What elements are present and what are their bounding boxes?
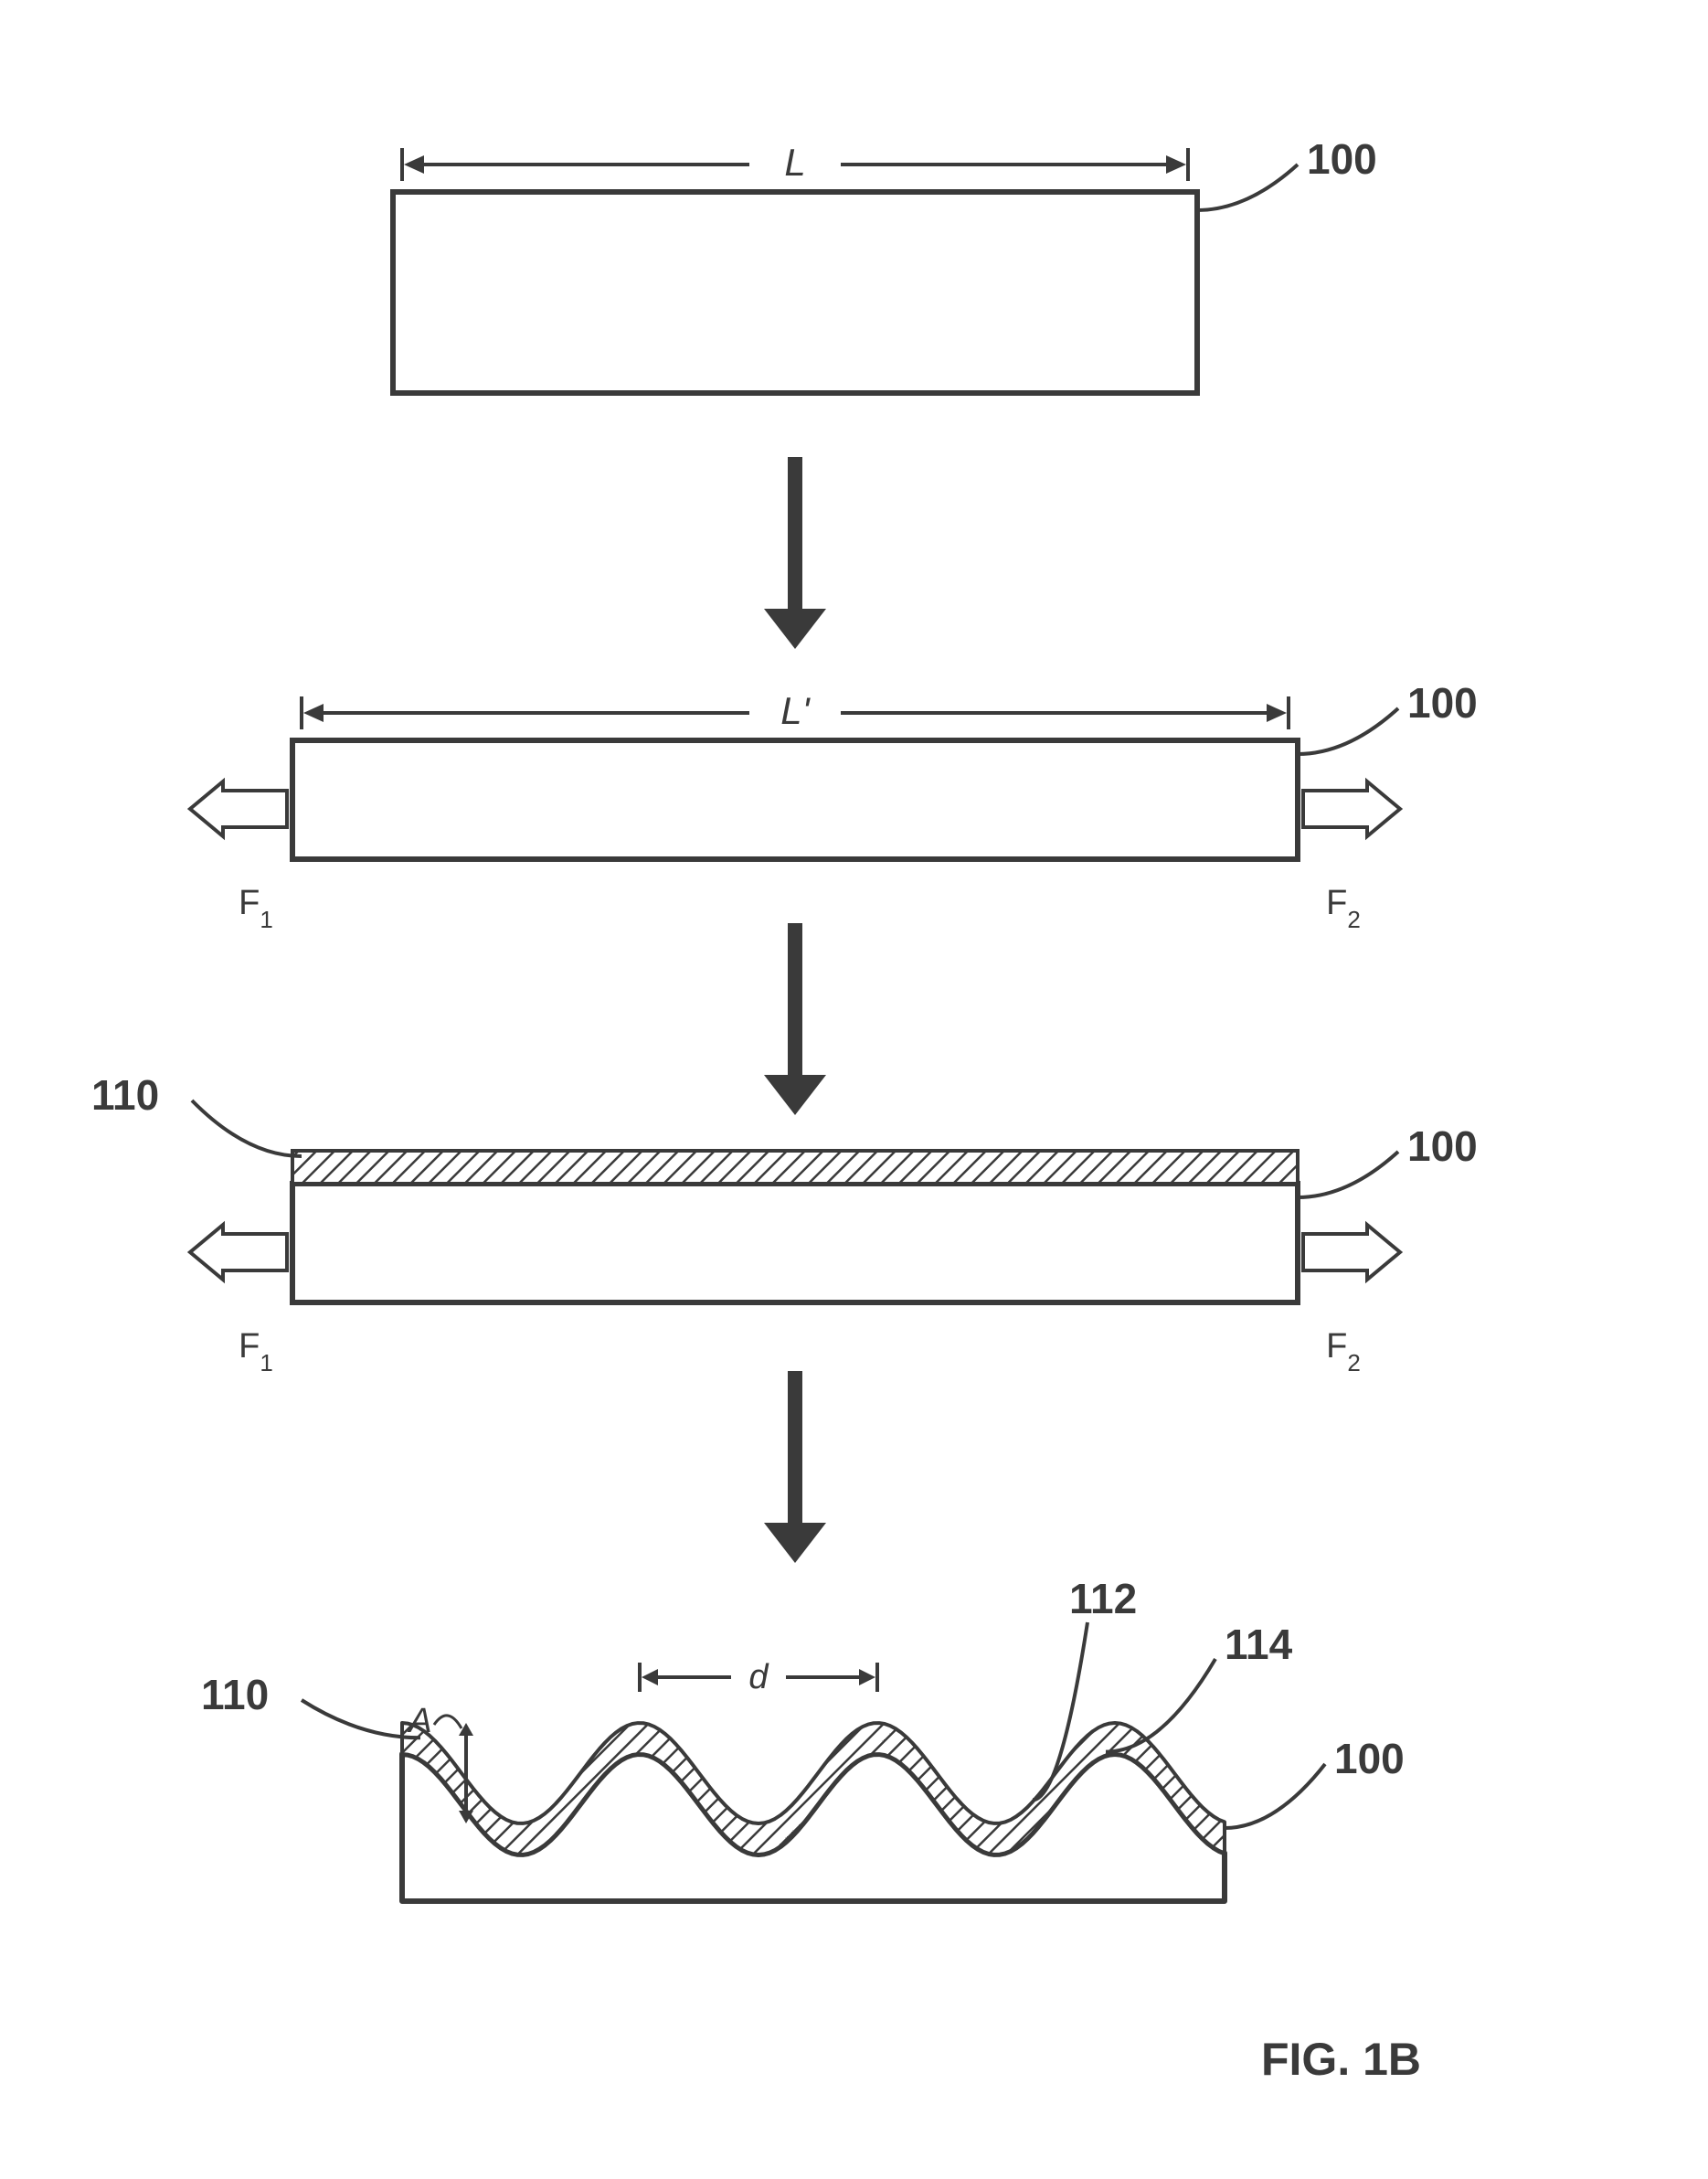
- svg-text:L': L': [780, 689, 811, 732]
- svg-text:100: 100: [1407, 679, 1478, 727]
- stage-4: Ad 110 112 114 100: [201, 1575, 1405, 1901]
- svg-text:F2: F2: [1326, 1327, 1361, 1376]
- svg-text:F2: F2: [1326, 884, 1361, 933]
- svg-text:110: 110: [201, 1671, 269, 1718]
- figure-label: FIG. 1B: [1261, 2034, 1421, 2085]
- svg-text:A: A: [407, 1702, 431, 1740]
- stage-3: 110 100 F1 F2: [91, 1071, 1478, 1376]
- svg-text:110: 110: [91, 1071, 159, 1119]
- svg-text:100: 100: [1334, 1735, 1405, 1782]
- stage-1: L 100: [393, 135, 1377, 393]
- stage-2: L' 100 F1 F2: [190, 679, 1478, 933]
- svg-text:d: d: [748, 1658, 769, 1696]
- svg-text:114: 114: [1225, 1621, 1293, 1668]
- svg-text:F1: F1: [239, 1327, 273, 1376]
- svg-text:112: 112: [1069, 1575, 1137, 1622]
- svg-text:F1: F1: [239, 884, 273, 933]
- svg-text:L: L: [784, 141, 805, 184]
- figure-canvas: L 100 L' 100 F1 F2 110 100 F1 F2 Ad 110 112 114 100 FIG…: [0, 0, 1708, 2179]
- svg-text:100: 100: [1407, 1122, 1478, 1170]
- diagram-svg: L 100 L' 100 F1 F2 110 100 F1 F2 Ad 110 112 114 100 FIG…: [0, 0, 1708, 2179]
- ref-100: 100: [1307, 135, 1377, 183]
